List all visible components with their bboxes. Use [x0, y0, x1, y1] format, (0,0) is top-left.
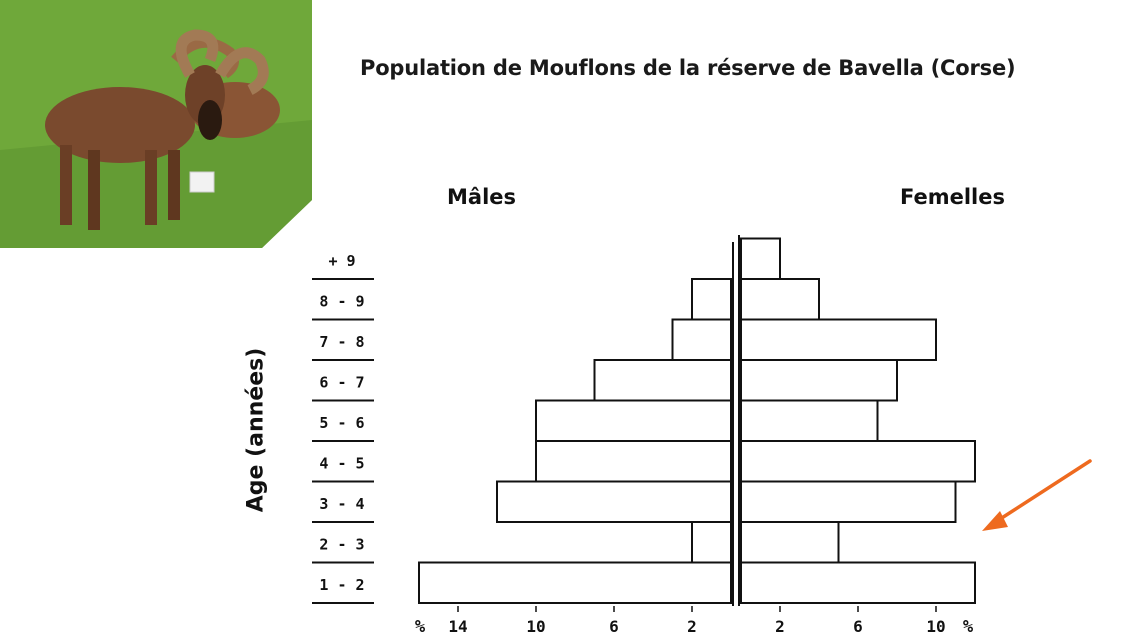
x-tick-label-males: 2: [687, 617, 697, 636]
male-bar: [691, 521, 732, 564]
x-tick-label-males: 10: [526, 617, 545, 636]
males-label: Mâles: [447, 185, 517, 209]
female-bar: [740, 480, 957, 523]
female-bar: [740, 561, 976, 604]
x-tick-label-females: 10: [926, 617, 945, 636]
age-category-label: + 9: [328, 252, 355, 270]
female-bar: [740, 278, 820, 321]
females-label: Femelles: [900, 185, 1005, 209]
male-bar: [535, 440, 732, 483]
x-tick-label-females: 6: [853, 617, 863, 636]
age-category-label: 1 - 2: [319, 576, 364, 594]
age-category-label: 3 - 4: [319, 495, 364, 513]
female-bar: [740, 440, 976, 483]
chart-title: Population de Mouflons de la réserve de …: [360, 56, 1016, 80]
age-category-label: 4 - 5: [319, 455, 364, 473]
x-tick-label-males: 14: [448, 617, 467, 636]
unit-label-females: %: [963, 617, 974, 637]
x-tick-label-females: 2: [775, 617, 785, 636]
female-bar: [740, 318, 937, 361]
male-bar: [593, 359, 732, 402]
unit-label-males: %: [415, 617, 426, 637]
female-bar: [740, 359, 898, 402]
male-bar: [496, 480, 732, 523]
age-category-label: 2 - 3: [319, 536, 364, 554]
male-bar: [671, 318, 732, 361]
male-bar: [418, 561, 732, 604]
age-category-label: 5 - 6: [319, 414, 364, 432]
arrow-icon: [982, 511, 1008, 531]
mouflon-photo: [0, 0, 312, 248]
male-bar: [535, 399, 732, 442]
female-bar: [740, 399, 879, 442]
female-bar: [740, 521, 840, 564]
female-bar: [740, 237, 781, 280]
male-bar: [691, 278, 732, 321]
x-tick-label-males: 6: [609, 617, 619, 636]
age-category-label: 7 - 8: [319, 333, 364, 351]
age-category-label: 6 - 7: [319, 374, 364, 392]
arrow-shaft: [992, 459, 1092, 525]
age-category-label: 8 - 9: [319, 293, 364, 311]
